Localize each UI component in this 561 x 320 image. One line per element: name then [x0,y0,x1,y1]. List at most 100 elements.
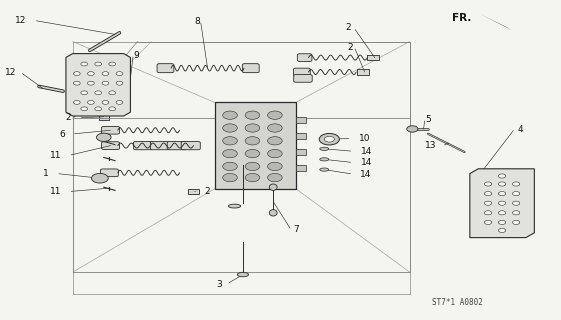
Circle shape [498,174,506,178]
Circle shape [513,182,519,186]
Circle shape [245,149,260,158]
Text: 1: 1 [43,169,49,178]
Circle shape [484,211,491,215]
Circle shape [109,91,116,95]
Circle shape [268,124,282,132]
Circle shape [109,62,116,66]
Circle shape [81,91,88,95]
Polygon shape [214,102,296,189]
FancyBboxPatch shape [181,141,200,150]
Text: 6: 6 [59,130,65,139]
Circle shape [116,72,123,76]
Circle shape [102,72,109,76]
Text: 11: 11 [50,151,62,160]
Text: ST7*1 A0802: ST7*1 A0802 [431,298,482,307]
Text: 14: 14 [360,170,372,179]
Circle shape [484,191,491,196]
Circle shape [268,173,282,182]
FancyBboxPatch shape [134,141,153,150]
Circle shape [319,133,339,145]
FancyBboxPatch shape [102,126,119,134]
Bar [296,149,306,155]
Text: 3: 3 [216,280,222,289]
Text: 2: 2 [66,113,71,122]
FancyBboxPatch shape [100,169,118,177]
Circle shape [498,228,506,232]
Circle shape [91,173,108,183]
Circle shape [96,133,111,141]
Circle shape [88,100,94,104]
Text: 12: 12 [15,16,27,25]
Circle shape [88,81,94,85]
Polygon shape [470,169,534,237]
Text: 2: 2 [205,187,210,196]
Circle shape [268,149,282,158]
Circle shape [498,182,506,186]
Text: 8: 8 [194,17,200,26]
Bar [296,117,306,123]
Circle shape [513,211,519,215]
Text: 2: 2 [346,23,351,32]
Circle shape [484,201,491,205]
Text: 2: 2 [347,43,353,52]
Bar [296,165,306,171]
FancyBboxPatch shape [297,54,312,61]
FancyBboxPatch shape [102,142,119,149]
FancyBboxPatch shape [157,64,174,73]
Circle shape [498,201,506,205]
Circle shape [223,124,237,132]
Circle shape [223,173,237,182]
Ellipse shape [269,184,277,190]
Circle shape [223,137,237,145]
Bar [188,189,199,194]
Circle shape [513,201,519,205]
Circle shape [116,81,123,85]
Text: 13: 13 [425,141,436,150]
Text: 7: 7 [293,225,299,234]
Text: 4: 4 [517,124,523,133]
Circle shape [95,62,102,66]
Circle shape [268,111,282,119]
Circle shape [88,72,94,76]
Circle shape [484,182,491,186]
Circle shape [95,107,102,111]
Circle shape [498,211,506,215]
Ellipse shape [320,168,329,171]
Circle shape [116,100,123,104]
Text: 10: 10 [359,134,370,143]
FancyBboxPatch shape [294,75,312,82]
Circle shape [245,124,260,132]
Circle shape [498,191,506,196]
Circle shape [498,220,506,225]
Circle shape [223,162,237,171]
Bar [296,133,306,139]
Text: 12: 12 [5,68,16,77]
Circle shape [407,126,418,132]
Ellipse shape [269,210,277,216]
Circle shape [484,220,491,225]
FancyBboxPatch shape [167,141,186,150]
Polygon shape [66,53,130,116]
Bar [367,55,379,60]
FancyBboxPatch shape [150,141,169,150]
Bar [357,69,369,75]
Circle shape [109,107,116,111]
Circle shape [513,220,519,225]
Circle shape [95,91,102,95]
Text: 9: 9 [134,51,139,60]
Circle shape [73,100,80,104]
Circle shape [245,173,260,182]
Ellipse shape [320,158,329,161]
FancyBboxPatch shape [242,64,259,73]
Ellipse shape [228,204,241,208]
Circle shape [513,191,519,196]
Text: FR.: FR. [452,12,471,23]
Bar [99,114,109,120]
Circle shape [245,111,260,119]
Circle shape [245,137,260,145]
Circle shape [102,81,109,85]
Circle shape [245,162,260,171]
Circle shape [81,107,88,111]
Text: 14: 14 [361,147,372,156]
Circle shape [324,136,334,142]
